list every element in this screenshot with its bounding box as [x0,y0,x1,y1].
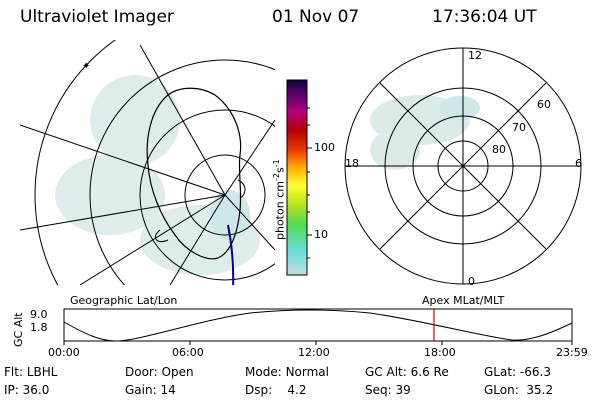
mlt-label-18: 18 [345,157,359,170]
colorbar-tick-label-100: 100 [314,141,335,154]
date-label: 01 Nov 07 [272,7,360,27]
ip-value: 36.0 [22,383,50,397]
geo-meridian [20,124,226,196]
info-glat: GLat: -66.3 [484,365,551,379]
aurora-haze-geo [55,75,260,275]
instrument-title: Ultraviolet Imager [20,7,174,27]
glon-label: GLon: [484,383,519,397]
gcalt-label: GC Alt: [365,365,407,379]
flt-label: Flt: [4,365,23,379]
flt-value: LBHL [26,365,58,379]
info-ip: IP: 36.0 [4,383,49,397]
orbit-xtick-0000: 00:00 [48,346,80,359]
antarctica-outline [146,87,242,260]
geo-lat-circle [184,154,266,236]
orbit-xtick-1200: 12:00 [298,346,330,359]
info-mode: Mode: Normal [245,365,329,379]
mlt-label-12: 12 [468,49,482,62]
mlt-label-0: 0 [468,275,475,288]
mode-label: Mode: [245,365,282,379]
door-value: Open [161,365,194,379]
geo-meridian [169,194,226,285]
dsp-value: 4.2 [287,383,307,397]
info-dsp: Dsp: 4.2 [245,383,307,397]
orbit-xtick-0600: 06:00 [172,346,204,359]
aurora-haze-polar [370,95,480,170]
orbit-xtick-1800: 18:00 [424,346,456,359]
gain-value: 14 [160,383,176,397]
geo-lat-circle [34,40,116,285]
info-gcalt: GC Alt: 6.6 Re [365,365,449,379]
ip-label: IP: [4,383,19,397]
dsp-label: Dsp: [245,383,273,397]
glon-value: 35.2 [526,383,554,397]
glat-label: GLat: [484,365,517,379]
info-gain: Gain: 14 [125,383,176,397]
time-label: 17:36:04 UT [432,7,537,27]
geo-lat-circle [89,59,275,285]
geo-lat-circle [139,109,275,281]
info-seq: Seq: 39 [365,383,411,397]
info-glon: GLon: 35.2 [484,383,553,397]
gain-label: Gain: [125,383,157,397]
geo-meridian [224,194,275,251]
geo-meridian [79,194,226,285]
door-label: Door: [125,365,158,379]
mlat-label-60: 60 [537,98,551,111]
geo-star-marker: ✦ [82,61,90,72]
orbit-xtick-2359: 23:59 [556,346,588,359]
polar-panel-label: Apex MLat/MLT [422,294,505,307]
info-door: Door: Open [125,365,194,379]
mlt-label-6: 6 [575,157,582,170]
info-flt: Flt: LBHL [4,365,57,379]
seq-value: 39 [395,383,411,397]
orbit-track [227,224,235,285]
mlat-label-70: 70 [512,121,526,134]
mode-value: Normal [285,365,329,379]
mlat-label-80: 80 [492,143,506,156]
gcalt-value: 6.6 Re [410,365,449,379]
orbit-ytick-9: 9.0 [30,308,48,321]
geo-meridian [139,44,226,196]
colorbar-tick-label-10: 10 [314,228,328,241]
geo-meridian [224,119,275,196]
colorbar-gradient [286,79,308,276]
orbit-ylabel: GC Alt [12,312,25,347]
polar-meridian-diag [379,82,547,250]
geo-panel-label: Geographic Lat/Lon [70,294,178,307]
orbit-ytick-1-8: 1.8 [30,321,48,334]
seq-label: Seq: [365,383,392,397]
altitude-curve [63,309,573,342]
geo-meridian [20,194,226,231]
orbit-plot-frame [63,308,573,342]
glat-value: -66.3 [519,365,551,379]
